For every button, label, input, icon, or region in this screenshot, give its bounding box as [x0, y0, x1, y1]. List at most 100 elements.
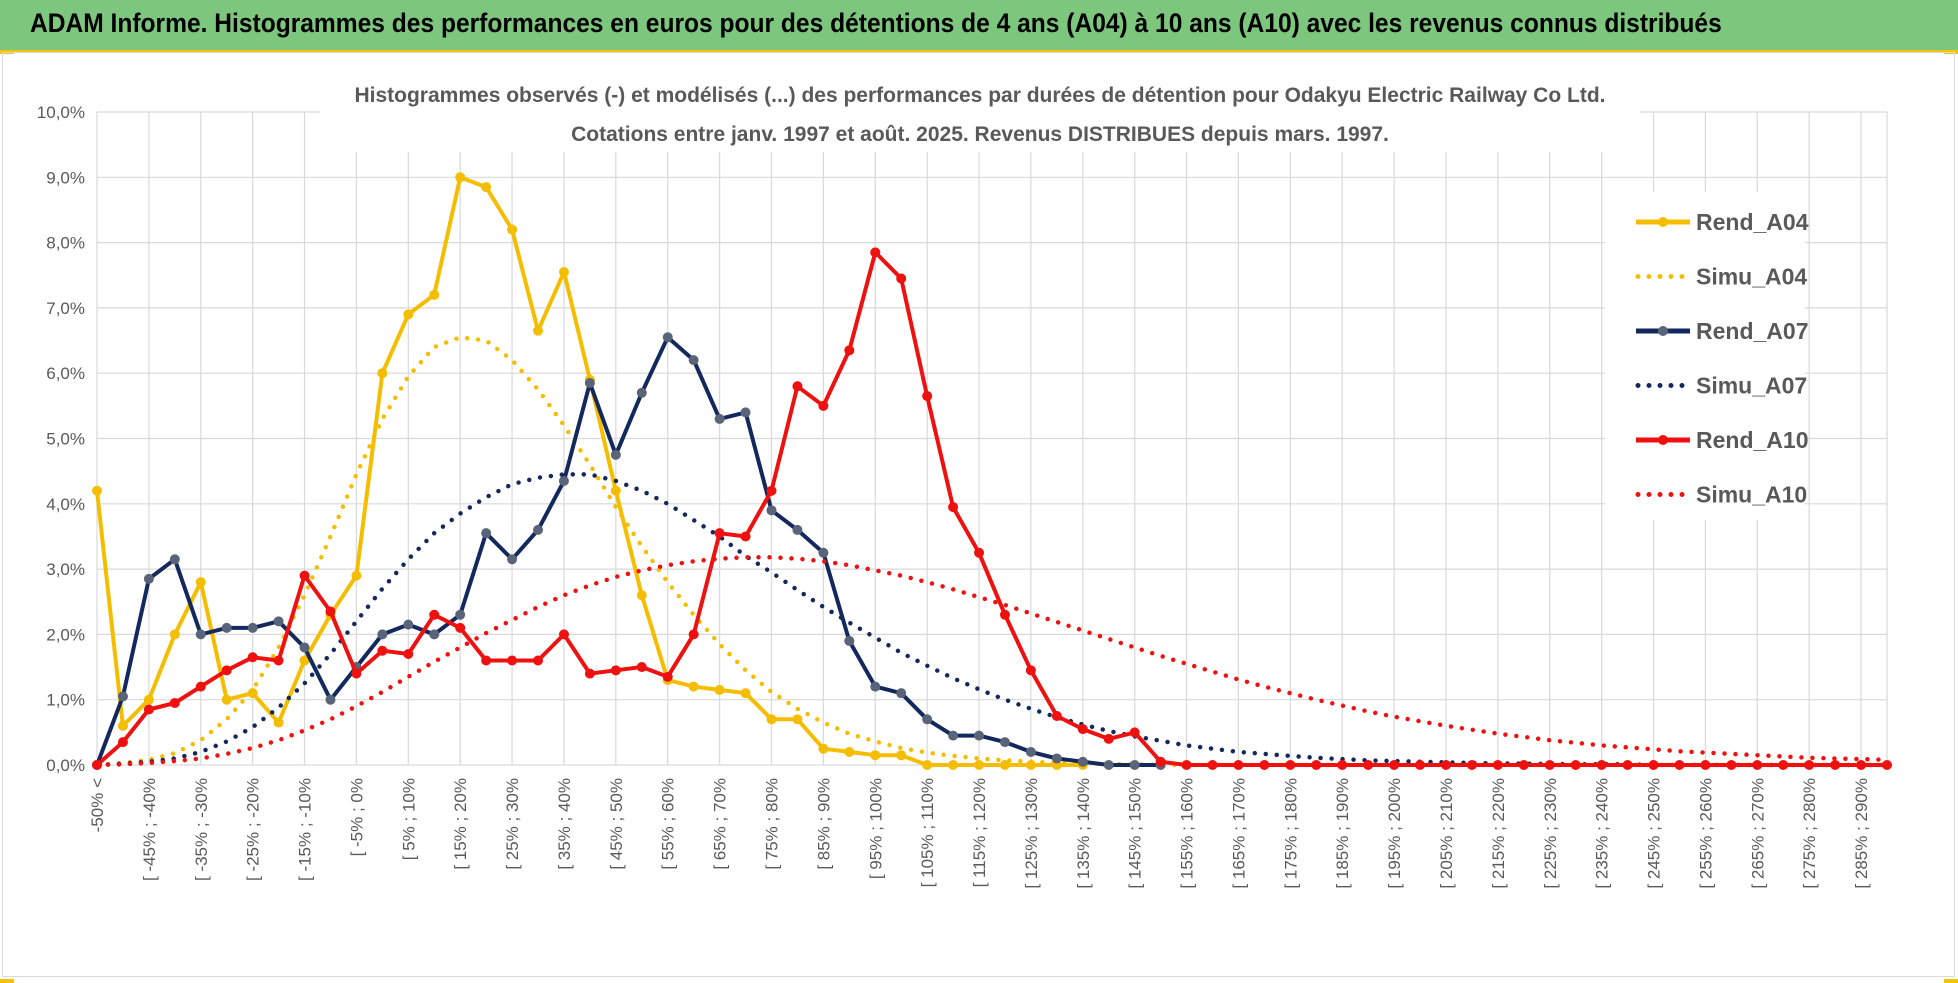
legend-label: Rend_A07: [1696, 318, 1808, 344]
data-point: [299, 655, 310, 666]
data-point: [636, 662, 647, 673]
legend-label: Simu_A10: [1696, 482, 1807, 508]
data-point: [974, 730, 985, 741]
data-point: [117, 720, 128, 731]
x-tick-label: [ 215% ; 220%: [1489, 778, 1508, 889]
data-point: [481, 182, 492, 193]
data-point: [844, 635, 855, 646]
legend-item: Simu_A10: [1635, 482, 1807, 508]
data-point: [533, 655, 544, 666]
data-point: [92, 485, 102, 496]
chart-title: Histogrammes observés (-) et modélisés (…: [354, 84, 1605, 107]
x-tick-label: [ -35% ; -30%: [192, 778, 211, 881]
data-point: [143, 573, 154, 584]
data-point: [662, 671, 673, 682]
data-point: [533, 524, 544, 535]
legend: Rend_A04 Simu_A04 Rend_A07 Simu_A07 Rend_A10…: [1605, 192, 1809, 520]
x-tick-label: [ 85% ; 90%: [814, 778, 833, 870]
legend-marker: [1658, 326, 1668, 336]
data-point: [1103, 760, 1114, 770]
data-point: [922, 760, 933, 770]
data-point: [1700, 760, 1711, 770]
data-point: [1051, 711, 1062, 722]
data-point: [169, 697, 180, 708]
data-point: [1129, 760, 1140, 770]
data-point: [662, 332, 673, 343]
data-point: [1103, 733, 1114, 744]
data-point: [610, 665, 621, 676]
data-point: [273, 717, 284, 728]
x-tick-label: [ 105% ; 110%: [918, 778, 937, 887]
x-tick-label: [ 135% ; 140%: [1074, 778, 1093, 889]
gridlines: [96, 111, 1888, 766]
legend-item: Rend_A04: [1636, 209, 1809, 235]
data-point: [896, 750, 907, 761]
x-tick-label: [ -45% ; -40%: [140, 778, 159, 881]
data-point: [169, 554, 180, 565]
y-tick-label: 4,0%: [46, 495, 85, 514]
data-point: [455, 622, 466, 633]
data-point: [558, 475, 569, 486]
series-line: [94, 335, 1890, 768]
series-line: [95, 250, 1887, 767]
data-point: [377, 629, 388, 640]
data-point: [351, 570, 362, 581]
data-point: [1233, 760, 1244, 770]
data-point: [558, 266, 569, 277]
data-point: [999, 609, 1010, 620]
series-simu-a07: [94, 472, 1890, 768]
data-point: [766, 505, 777, 516]
legend-item: Rend_A07: [1636, 318, 1808, 344]
x-tick-label: [ 275% ; 280%: [1800, 778, 1819, 889]
data-point: [999, 760, 1010, 770]
data-point: [1492, 760, 1503, 770]
data-point: [403, 309, 414, 320]
data-point: [1674, 760, 1685, 770]
data-point: [922, 391, 933, 402]
x-tick-label: [ 155% ; 160%: [1178, 778, 1197, 889]
x-tick-label: [ 165% ; 170%: [1229, 778, 1248, 889]
data-point: [1259, 760, 1270, 770]
legend-label: Simu_A04: [1696, 264, 1807, 290]
x-tick-label: [ -5% ; 0%: [347, 778, 366, 856]
legend-label: Rend_A04: [1696, 209, 1809, 235]
x-tick-label: [ 185% ; 190%: [1333, 778, 1352, 889]
data-point: [974, 547, 985, 558]
x-tick-label: [ -25% ; -20%: [244, 778, 263, 881]
corner-accent-bottom-left: [0, 979, 14, 983]
data-point: [169, 629, 180, 640]
data-point: [558, 629, 569, 640]
data-point: [117, 691, 128, 702]
data-point: [792, 524, 803, 535]
legend-item: Simu_A07: [1635, 373, 1807, 399]
data-point: [1570, 760, 1581, 770]
legend-label: Simu_A07: [1696, 373, 1807, 399]
data-point: [143, 704, 154, 715]
data-point: [403, 619, 414, 630]
data-point: [844, 345, 855, 356]
x-tick-label: [ 65% ; 70%: [711, 778, 730, 870]
data-point: [195, 629, 206, 640]
data-point: [403, 648, 414, 659]
data-point: [1804, 760, 1815, 770]
legend-item: Simu_A04: [1635, 264, 1807, 290]
data-point: [1389, 760, 1400, 770]
data-point: [1207, 760, 1218, 770]
data-point: [1440, 760, 1451, 770]
x-tick-label: [ 225% ; 230%: [1541, 778, 1560, 889]
x-tick-label: [ 265% ; 270%: [1748, 778, 1767, 889]
data-point: [117, 737, 128, 748]
data-point: [584, 377, 595, 388]
data-point: [377, 645, 388, 656]
data-point: [299, 642, 310, 653]
y-tick-label: 9,0%: [46, 168, 85, 187]
series-line: [94, 472, 1890, 768]
y-axis-tick-labels: 0,0% 1,0% 2,0% 3,0% 4,0% 5,0% 6,0% 7,0% 8,0% 9,0%…: [37, 103, 85, 775]
x-tick-label: [ 5% ; 10%: [399, 778, 418, 860]
x-tick-label: [ 75% ; 80%: [762, 778, 781, 870]
data-point: [1155, 756, 1166, 767]
data-point: [1363, 760, 1374, 770]
data-point: [1726, 760, 1737, 770]
data-point: [507, 554, 518, 565]
